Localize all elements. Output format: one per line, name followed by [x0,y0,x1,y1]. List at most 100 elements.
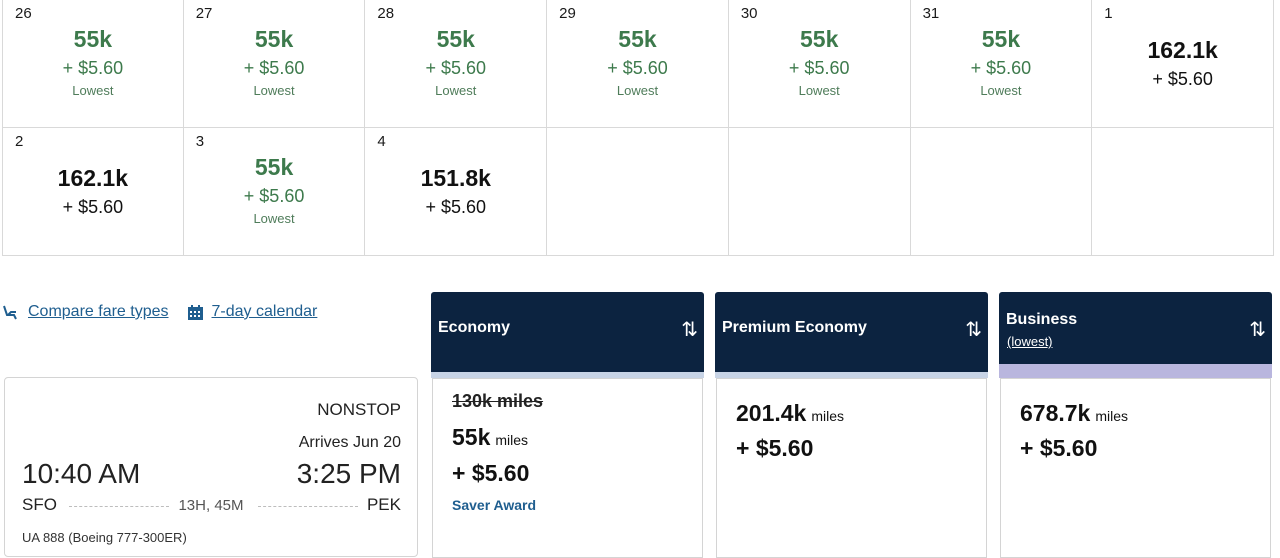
calendar-day-fee: + $5.60 [607,58,668,78]
calendar-day-miles: 55k [981,26,1021,52]
cabin-header-bg [431,292,704,372]
calendar-day[interactable]: 26 55k + $5.60 Lowest [2,0,184,128]
calendar-day-fee: + $5.60 [62,197,124,217]
fare-miles-value: 678.7k [1020,400,1091,426]
calendar-day-empty [910,128,1093,256]
cabin-header-bar [715,372,988,378]
calendar-day-fee: + $5.60 [970,58,1032,78]
calendar-day-miles: 55k [800,26,839,52]
calendar-day-lowest-label: Lowest [253,211,295,226]
fare-miles: 55k miles [452,424,528,451]
fare-miles-value: 55k [452,424,491,450]
flight-card[interactable]: NONSTOP Arrives Jun 20 10:40 AM 3:25 PM … [4,377,418,557]
destination-airport: PEK [366,495,401,514]
calendar-day[interactable]: 2 162.1k + $5.60 [2,128,184,256]
arrival-time: 3:25 PM [296,458,401,489]
cabin-header-bg [715,292,988,372]
calendar-day-miles: 55k [618,26,657,52]
calendar-icon [187,304,203,320]
calendar-day[interactable]: 4 151.8k + $5.60 [365,128,548,256]
calendar-day-number: 4 [377,133,386,150]
calendar-day[interactable]: 30 55k + $5.60 Lowest [728,0,911,128]
calendar-day-fee: + $5.60 [243,186,305,206]
calendar-day-empty [1092,128,1274,256]
fare-miles-unit: miles [495,432,529,448]
cabin-header-bar [431,372,704,378]
fare-miles-value: 201.4k [736,400,807,426]
flight-number: UA 888 (Boeing 777-300ER) [22,530,187,545]
sort-arrows-icon[interactable]: ⇅ [965,319,982,341]
fare-card-premium-economy[interactable]: 201.4k miles + $5.60 [716,378,987,558]
calendar-day[interactable]: 27 55k + $5.60 Lowest [183,0,366,128]
cabin-header-business[interactable]: Business (lowest) ⇅ [999,292,1272,378]
cabin-header-premium-economy[interactable]: Premium Economy ⇅ [715,292,988,378]
cabin-title-economy: Economy [438,319,511,336]
calendar-day-number: 26 [15,5,32,22]
fare-calendar: 26 55k + $5.60 Lowest 27 55k + $5.60 Lowest 28 55… [2,0,1274,256]
cabin-lowest-link[interactable]: (lowest) [1007,334,1053,349]
origin-airport: SFO [22,495,57,514]
fare-fee: + $5.60 [1020,435,1098,461]
calendar-day-fee: + $5.60 [1152,69,1213,89]
compare-fare-types-link[interactable]: Compare fare types [2,303,169,321]
view-links: Compare fare types 7-day calendar [2,303,317,321]
cabin-header-economy[interactable]: Economy ⇅ [431,292,704,378]
calendar-day[interactable]: 29 55k + $5.60 Lowest [547,0,729,128]
calendar-day-miles: 55k [436,26,475,52]
calendar-day[interactable]: 31 55k + $5.60 Lowest [910,0,1093,128]
saver-award-badge: Saver Award [452,497,537,513]
calendar-day-fee: + $5.60 [62,58,124,78]
fare-fee: + $5.60 [452,460,530,486]
calendar-day-number: 2 [15,133,24,150]
sort-arrows-icon[interactable]: ⇅ [681,319,698,341]
calendar-day-miles: 55k [254,154,294,180]
calendar-day[interactable]: 1 162.1k + $5.60 [1092,0,1274,128]
calendar-day-number: 31 [922,5,940,22]
fare-miles: 201.4k miles [736,400,844,427]
calendar-day-number: 30 [740,5,758,22]
seat-icon [3,305,17,320]
calendar-day-miles: 151.8k [420,165,491,191]
arrival-date: Arrives Jun 20 [298,434,401,451]
seven-day-calendar-link[interactable]: 7-day calendar [187,303,318,321]
fare-miles: 678.7k miles [1020,400,1128,427]
fare-card-business[interactable]: 678.7k miles + $5.60 [1000,378,1271,558]
calendar-day-miles: 162.1k [57,165,129,191]
calendar-day-lowest-label: Lowest [798,83,840,98]
calendar-day-number: 27 [195,5,213,22]
flight-duration: 13H, 45M [178,497,244,514]
seven-day-calendar-label: 7-day calendar [211,303,318,320]
calendar-day-number: 28 [377,5,395,22]
calendar-day-miles: 55k [73,26,113,52]
calendar-day-fee: + $5.60 [425,197,487,217]
cabin-title-business: Business [1006,311,1078,328]
compare-fare-types-label: Compare fare types [28,303,169,320]
calendar-day-empty [728,128,911,256]
calendar-day-lowest-label: Lowest [253,83,295,98]
calendar-day-miles: 162.1k [1147,37,1218,63]
calendar-day-number: 3 [195,133,205,150]
calendar-day-lowest-label: Lowest [435,83,477,98]
calendar-day-lowest-label: Lowest [980,83,1022,98]
route-line-right [258,506,358,507]
calendar-day-fee: + $5.60 [243,58,305,78]
fare-card-economy[interactable]: 130k miles 55k miles + $5.60 Saver Award [432,378,703,558]
departure-time: 10:40 AM [22,458,141,489]
fare-miles-unit: miles [1095,408,1129,424]
calendar-day-fee: + $5.60 [788,58,850,78]
cabin-header-bg [999,292,1272,372]
fare-miles-unit: miles [811,408,845,424]
nonstop-label: NONSTOP [317,400,401,419]
cabin-header-bar [999,364,1272,378]
calendar-day-number: 1 [1104,5,1113,22]
original-price: 130k miles [452,391,544,411]
cabin-title-premium-economy: Premium Economy [722,319,867,336]
route-line-left [69,506,169,507]
sort-arrows-icon[interactable]: ⇅ [1249,319,1266,341]
calendar-day[interactable]: 28 55k + $5.60 Lowest [365,0,548,128]
calendar-day-fee: + $5.60 [425,58,487,78]
calendar-day-lowest-label: Lowest [72,83,114,98]
calendar-day-empty [547,128,729,256]
calendar-day-number: 29 [559,5,576,22]
calendar-day[interactable]: 3 55k + $5.60 Lowest [183,128,366,256]
